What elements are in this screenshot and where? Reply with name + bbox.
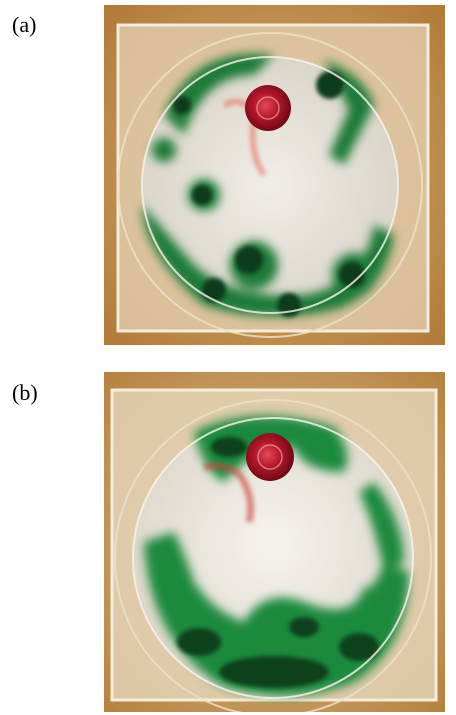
panel-label: (b) xyxy=(12,380,38,406)
figure: (a) xyxy=(0,0,456,715)
panel-label: (a) xyxy=(12,12,36,38)
photo-a xyxy=(104,5,445,345)
photo-b xyxy=(104,372,445,712)
